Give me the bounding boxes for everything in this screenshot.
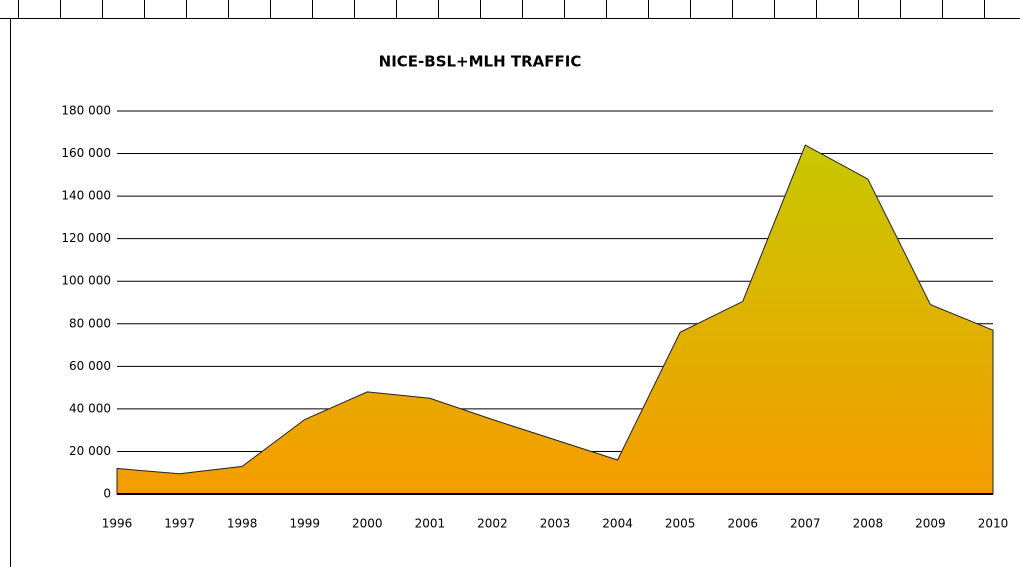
x-tick-label: 2005 xyxy=(665,517,696,531)
x-tick-label: 2007 xyxy=(790,517,821,531)
x-tick-label: 2000 xyxy=(352,517,383,531)
y-tick-label: 60 000 xyxy=(69,359,111,373)
y-tick-label: 180 000 xyxy=(61,104,111,118)
x-tick-label: 2003 xyxy=(540,517,571,531)
x-tick-label: 1996 xyxy=(102,517,133,531)
y-tick-label: 140 000 xyxy=(61,189,111,203)
x-tick-label: 2008 xyxy=(853,517,884,531)
chart-title: NICE-BSL+MLH TRAFFIC xyxy=(379,53,582,71)
x-tick-label: 2006 xyxy=(727,517,758,531)
area xyxy=(116,144,994,495)
y-tick-label: 160 000 xyxy=(61,146,111,160)
y-tick-label: 80 000 xyxy=(69,316,111,330)
x-tick-label: 1998 xyxy=(227,517,258,531)
x-tick-label: 1997 xyxy=(164,517,195,531)
sheet-column-ticks xyxy=(18,0,985,18)
x-tick-label: 2009 xyxy=(915,517,946,531)
x-tick-label: 2004 xyxy=(602,517,633,531)
x-tick-label: 1999 xyxy=(289,517,320,531)
y-tick-label: 20 000 xyxy=(69,444,111,458)
y-tick-label: 0 xyxy=(103,487,111,501)
x-tick-label: 2002 xyxy=(477,517,508,531)
sheet-grid xyxy=(0,18,1020,567)
y-tick-label: 40 000 xyxy=(69,401,111,415)
y-tick-label: 100 000 xyxy=(61,274,111,288)
y-tick-label: 120 000 xyxy=(61,231,111,245)
x-tick-label: 2010 xyxy=(978,517,1009,531)
x-tick-label: 2001 xyxy=(415,517,446,531)
